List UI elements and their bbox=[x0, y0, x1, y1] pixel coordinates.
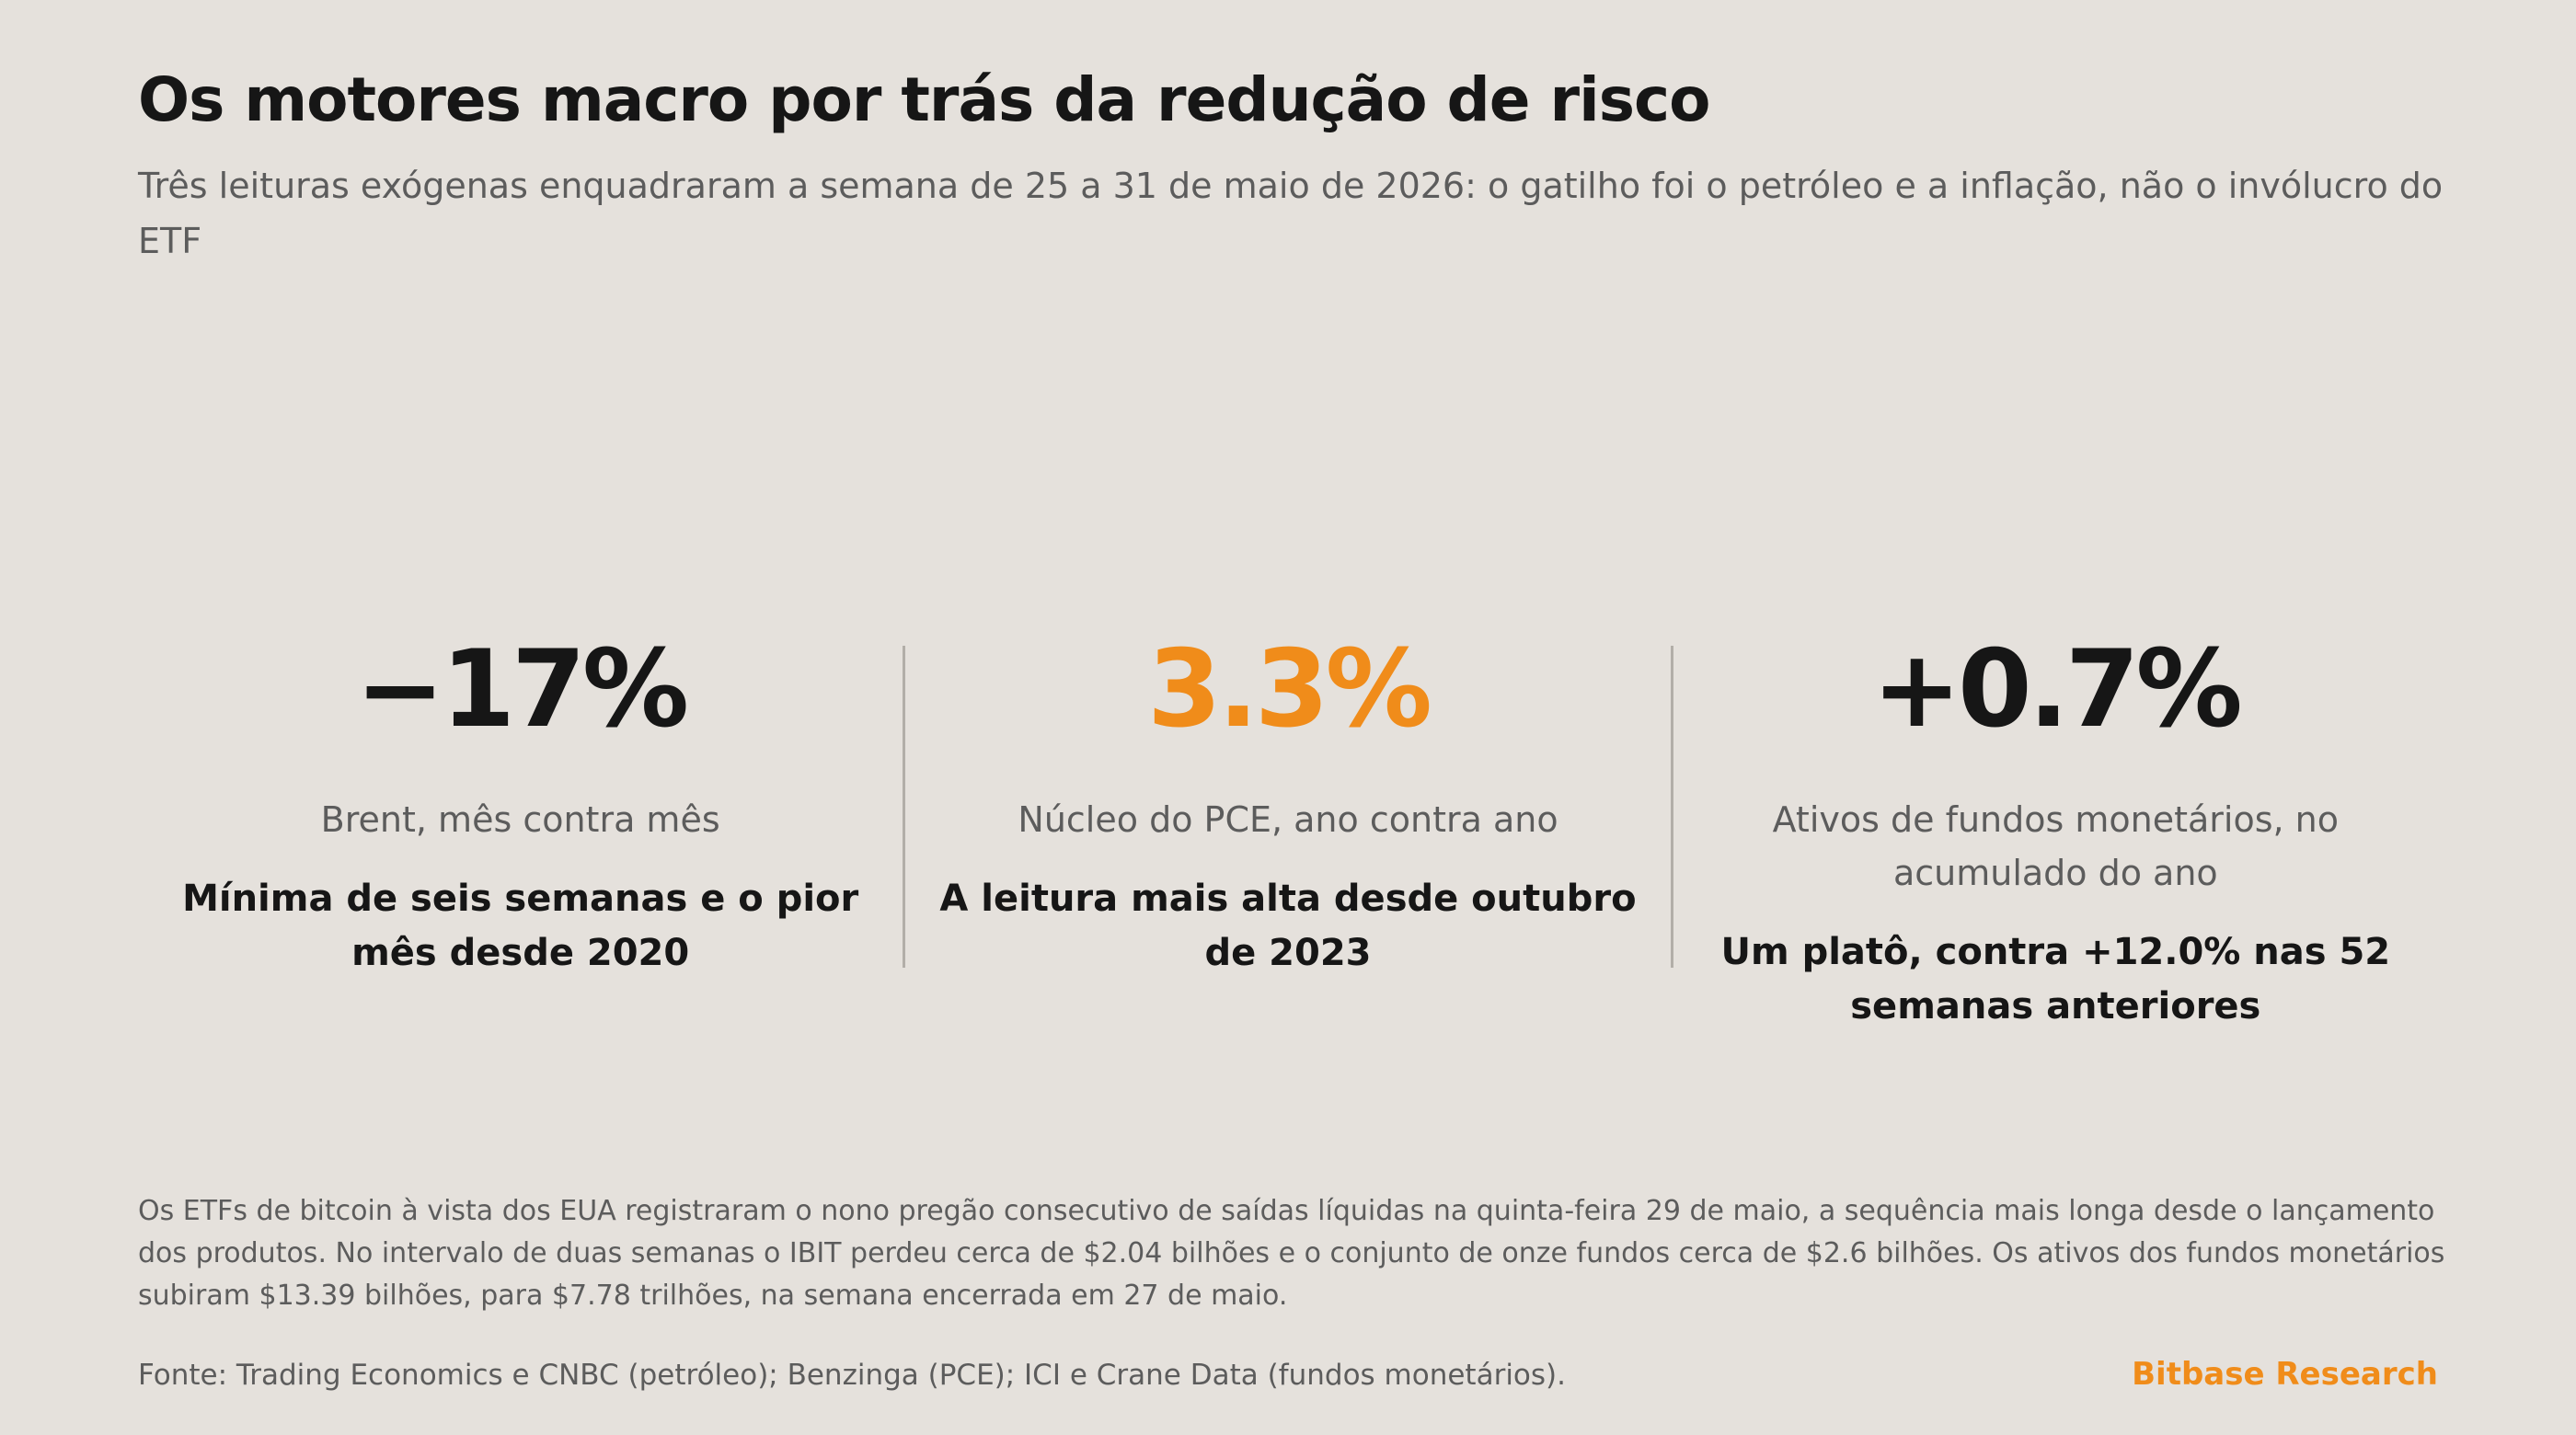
stat-brent: −17% Brent, mês contra mês Mínima de sei… bbox=[138, 626, 903, 1034]
footer: Fonte: Trading Economics e CNBC (petróle… bbox=[138, 1356, 2438, 1393]
stat-note: Mínima de seis semanas e o pior mês desd… bbox=[182, 878, 859, 974]
stat-money-market: +0.7% Ativos de fundos monetários, no ac… bbox=[1673, 626, 2438, 1034]
stat-value: −17% bbox=[355, 627, 689, 752]
stats-row: −17% Brent, mês contra mês Mínima de sei… bbox=[138, 626, 2438, 1034]
stat-note: Um platô, contra +12.0% nas 52 semanas a… bbox=[1720, 931, 2391, 1027]
stat-label: Ativos de fundos monetários, no acumulad… bbox=[1772, 799, 2340, 893]
stat-label: Brent, mês contra mês bbox=[320, 799, 720, 840]
stat-core-pce: 3.3% Núcleo do PCE, ano contra ano A lei… bbox=[905, 626, 1670, 1034]
stat-divider bbox=[1670, 646, 1673, 968]
page-title: Os motores macro por trás da redução de … bbox=[138, 64, 1710, 135]
stat-note: A leitura mais alta desde outubro de 202… bbox=[939, 878, 1637, 974]
body-paragraph: Os ETFs de bitcoin à vista dos EUA regis… bbox=[138, 1195, 2445, 1312]
source-note: Fonte: Trading Economics e CNBC (petróle… bbox=[138, 1359, 1566, 1392]
brand-label: Bitbase Research bbox=[2132, 1356, 2438, 1393]
stat-value: 3.3% bbox=[1147, 627, 1432, 752]
stat-label: Núcleo do PCE, ano contra ano bbox=[1018, 799, 1558, 840]
page-subtitle: Três leituras exógenas enquadraram a sem… bbox=[138, 166, 2444, 261]
stat-value: +0.7% bbox=[1871, 627, 2243, 752]
stat-divider bbox=[903, 646, 906, 968]
